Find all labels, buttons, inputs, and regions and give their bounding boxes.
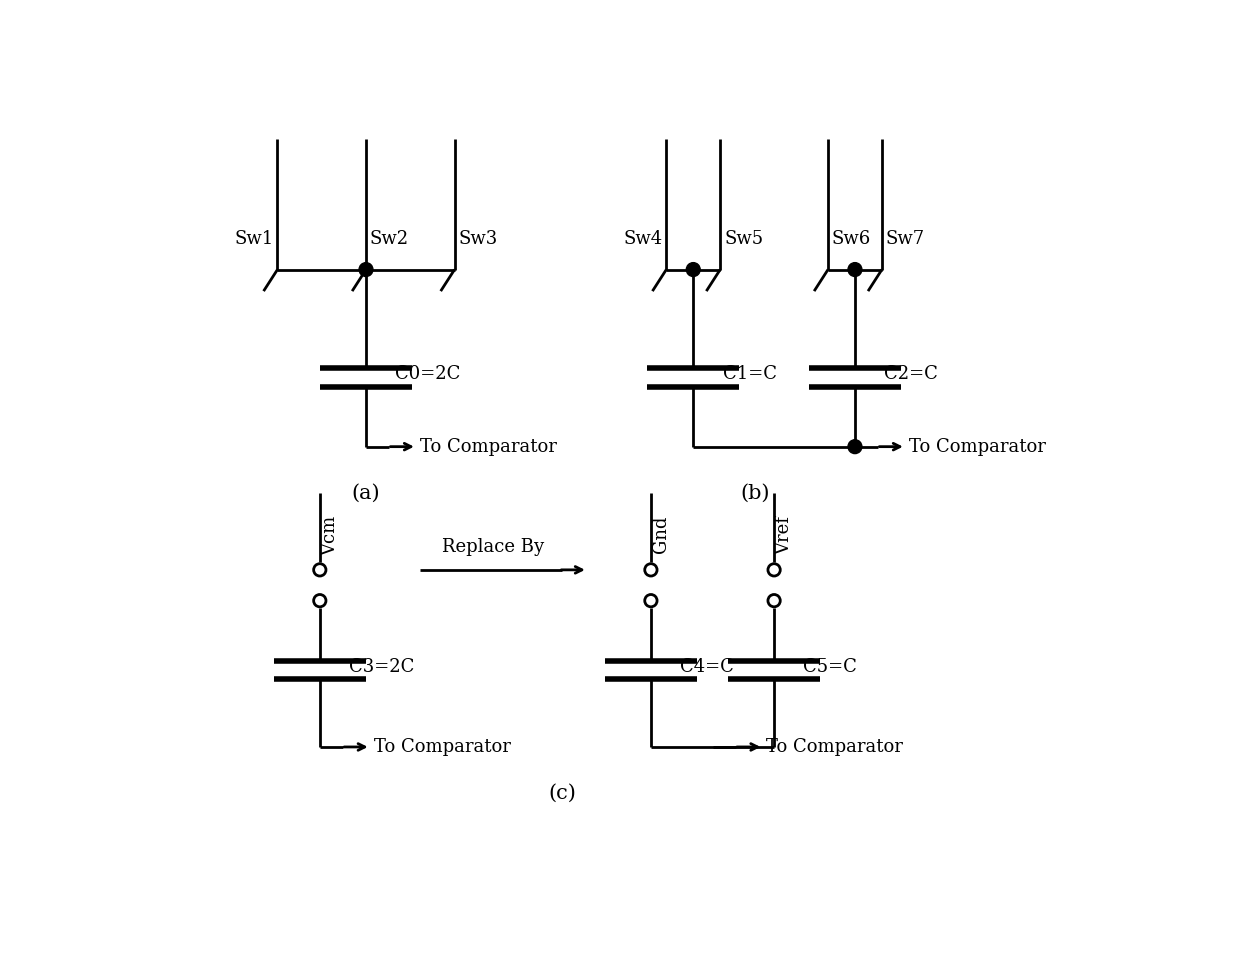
Circle shape	[848, 263, 862, 276]
Text: To Comparator: To Comparator	[766, 738, 903, 756]
Text: Sw4: Sw4	[624, 230, 662, 248]
Text: Sw1: Sw1	[234, 230, 274, 248]
Text: C5=C: C5=C	[804, 658, 857, 676]
Text: Sw6: Sw6	[832, 230, 870, 248]
Circle shape	[360, 263, 373, 276]
Text: C1=C: C1=C	[723, 365, 776, 383]
Text: To Comparator: To Comparator	[909, 437, 1045, 455]
Text: (b): (b)	[740, 483, 770, 503]
Text: C3=2C: C3=2C	[350, 658, 414, 676]
Text: C4=C: C4=C	[681, 658, 734, 676]
Text: To Comparator: To Comparator	[373, 738, 511, 756]
Circle shape	[686, 263, 701, 276]
Text: Vref: Vref	[776, 516, 794, 555]
Text: Sw5: Sw5	[724, 230, 763, 248]
Text: Sw2: Sw2	[370, 230, 409, 248]
Text: To Comparator: To Comparator	[420, 437, 557, 455]
Text: (a): (a)	[352, 483, 381, 503]
Text: Sw3: Sw3	[459, 230, 497, 248]
Text: (c): (c)	[548, 784, 577, 802]
Circle shape	[848, 440, 862, 454]
Text: Gnd: Gnd	[652, 516, 671, 554]
Text: C0=2C: C0=2C	[396, 365, 460, 383]
Text: Replace By: Replace By	[441, 538, 544, 556]
Text: Sw7: Sw7	[885, 230, 925, 248]
Text: C2=C: C2=C	[884, 365, 939, 383]
Text: Vcm: Vcm	[321, 516, 340, 557]
